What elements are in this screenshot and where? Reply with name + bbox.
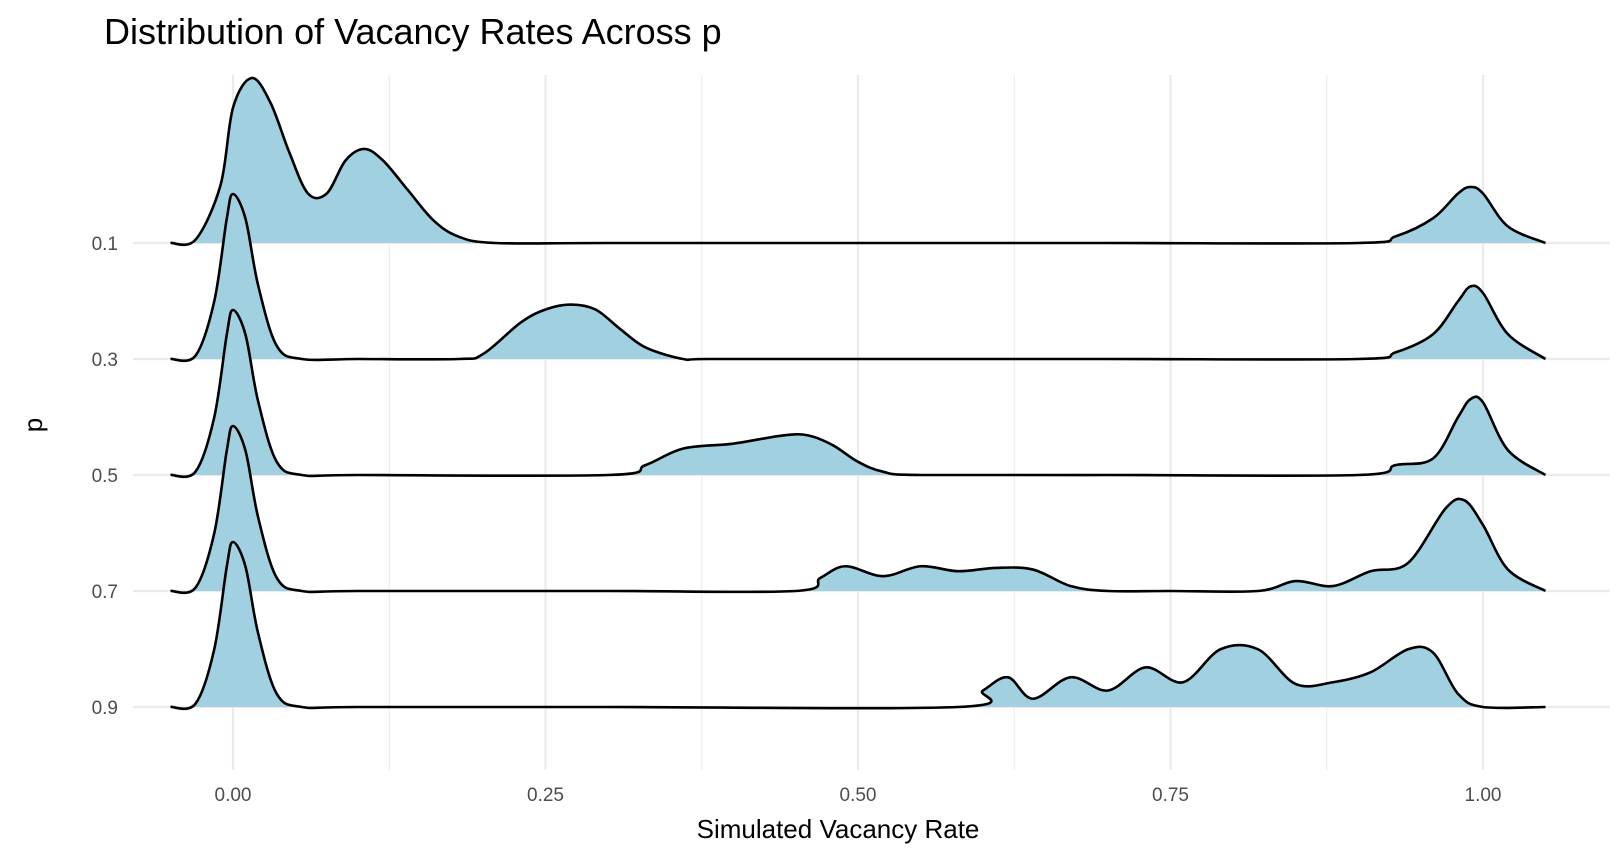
- ridge-outline: [170, 424, 1547, 595]
- y-tick-labels: 0.1 0.3 0.5 0.7 0.9: [92, 234, 118, 719]
- ridge-0.9: [170, 540, 1546, 711]
- ridge-0.1: [170, 76, 1547, 247]
- ridge-outline: [170, 308, 1547, 479]
- x-tick-label: 0.50: [840, 785, 877, 806]
- y-axis-title: p: [18, 418, 48, 432]
- y-tick-label: 0.1: [92, 234, 118, 255]
- ridge-outline: [170, 192, 1547, 363]
- chart-title: Distribution of Vacancy Rates Across p: [104, 11, 722, 52]
- ridges: [170, 76, 1547, 711]
- x-tick-label: 0.75: [1152, 785, 1189, 806]
- y-tick-label: 0.3: [92, 350, 118, 371]
- x-tick-label: 0.00: [215, 785, 252, 806]
- y-tick-label: 0.5: [92, 466, 118, 487]
- x-axis-title: Simulated Vacancy Rate: [697, 814, 980, 844]
- ridge-0.3: [170, 192, 1547, 363]
- x-tick-labels: 0.00 0.25 0.50 0.75 1.00: [215, 785, 1502, 806]
- ridge-fill: [170, 426, 1546, 593]
- ridge-outline: [170, 76, 1547, 247]
- ridge-0.7: [170, 424, 1547, 595]
- x-tick-label: 0.25: [527, 785, 564, 806]
- ridge-outline: [170, 540, 1546, 711]
- ridge-0.5: [170, 308, 1547, 479]
- y-tick-label: 0.9: [92, 698, 118, 719]
- ridge-fill: [170, 77, 1546, 245]
- x-tick-label: 1.00: [1465, 785, 1502, 806]
- y-tick-label: 0.7: [92, 582, 118, 603]
